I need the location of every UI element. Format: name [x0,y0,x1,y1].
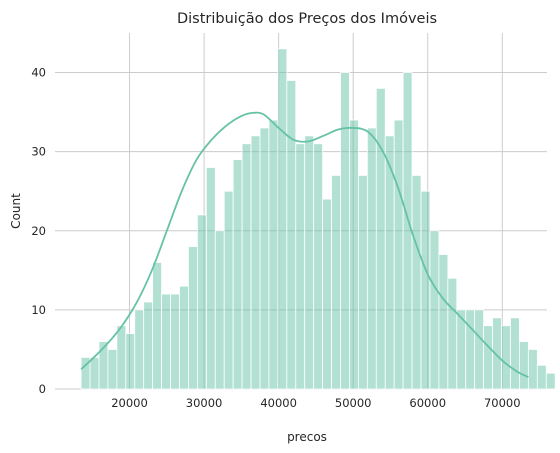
y-tick-label: 40 [31,66,46,80]
histogram-bar [420,190,431,390]
histogram-bar [188,246,198,390]
histogram-bar [116,325,127,390]
kde-density-line [80,111,529,378]
y-tick-label: 20 [31,224,46,238]
x-tick-label: 50000 [335,396,372,410]
histogram-bar [286,80,297,390]
histogram-bar [214,230,225,390]
histogram-bar [250,135,261,390]
histogram-bar [304,135,315,390]
histogram-bar [107,349,118,390]
x-tick-label: 20000 [111,396,148,410]
y-tick-label: 0 [39,382,46,396]
histogram-bar [536,364,547,390]
histogram-bar [161,293,171,390]
histogram-bar [125,333,136,390]
histogram-bar [474,309,485,390]
histogram-bar [510,317,520,390]
histogram-bar [545,372,556,390]
chart-title: Distribuição dos Preços dos Imóveis [177,11,437,27]
histogram-bar [241,143,252,390]
histogram-bar [375,87,386,390]
histogram-bars [80,48,556,390]
histogram-bar [143,301,154,390]
histogram-bar [179,285,189,390]
histogram-bar [465,309,476,390]
histogram-bar [429,230,440,390]
y-axis-label: Count [9,193,23,229]
histogram-bar [366,127,377,390]
histogram-bar [152,262,162,390]
histogram-bar [438,254,449,390]
histogram-bar [340,72,350,390]
histogram-bar [232,159,243,390]
x-axis-label: precos [287,430,327,444]
histogram-bar [196,214,207,390]
histogram-bar [527,349,538,390]
x-tick-label: 30000 [186,396,223,410]
histogram-bar [170,293,180,390]
histogram-bar [313,143,324,390]
histogram-bar [357,174,368,390]
x-tick-label: 40000 [260,396,297,410]
histogram-bar [89,356,100,390]
histogram-bar [223,190,234,390]
histogram-bar [349,119,359,390]
histogram-bar [134,309,145,390]
histogram-bar [322,198,332,390]
x-tick-label: 60000 [409,396,446,410]
x-tick-label: 70000 [484,396,521,410]
histogram-bar [447,277,458,390]
histogram-bar [483,325,493,390]
histogram-bar [205,167,216,390]
y-tick-label: 10 [31,303,46,317]
histogram-bar [259,127,270,390]
histogram-bar [519,341,529,390]
histogram-bar [268,119,279,390]
histogram-bar [501,325,511,390]
histogram-bar [411,174,422,390]
histogram-bar [331,174,341,390]
tick-labels: 20000 30000 40000 50000 60000 70000 0 10 20 30 40 [31,66,520,410]
y-tick-label: 30 [31,145,46,159]
histogram-bar [295,143,306,390]
histogram-bar [393,119,404,390]
histogram-bar [277,48,288,390]
